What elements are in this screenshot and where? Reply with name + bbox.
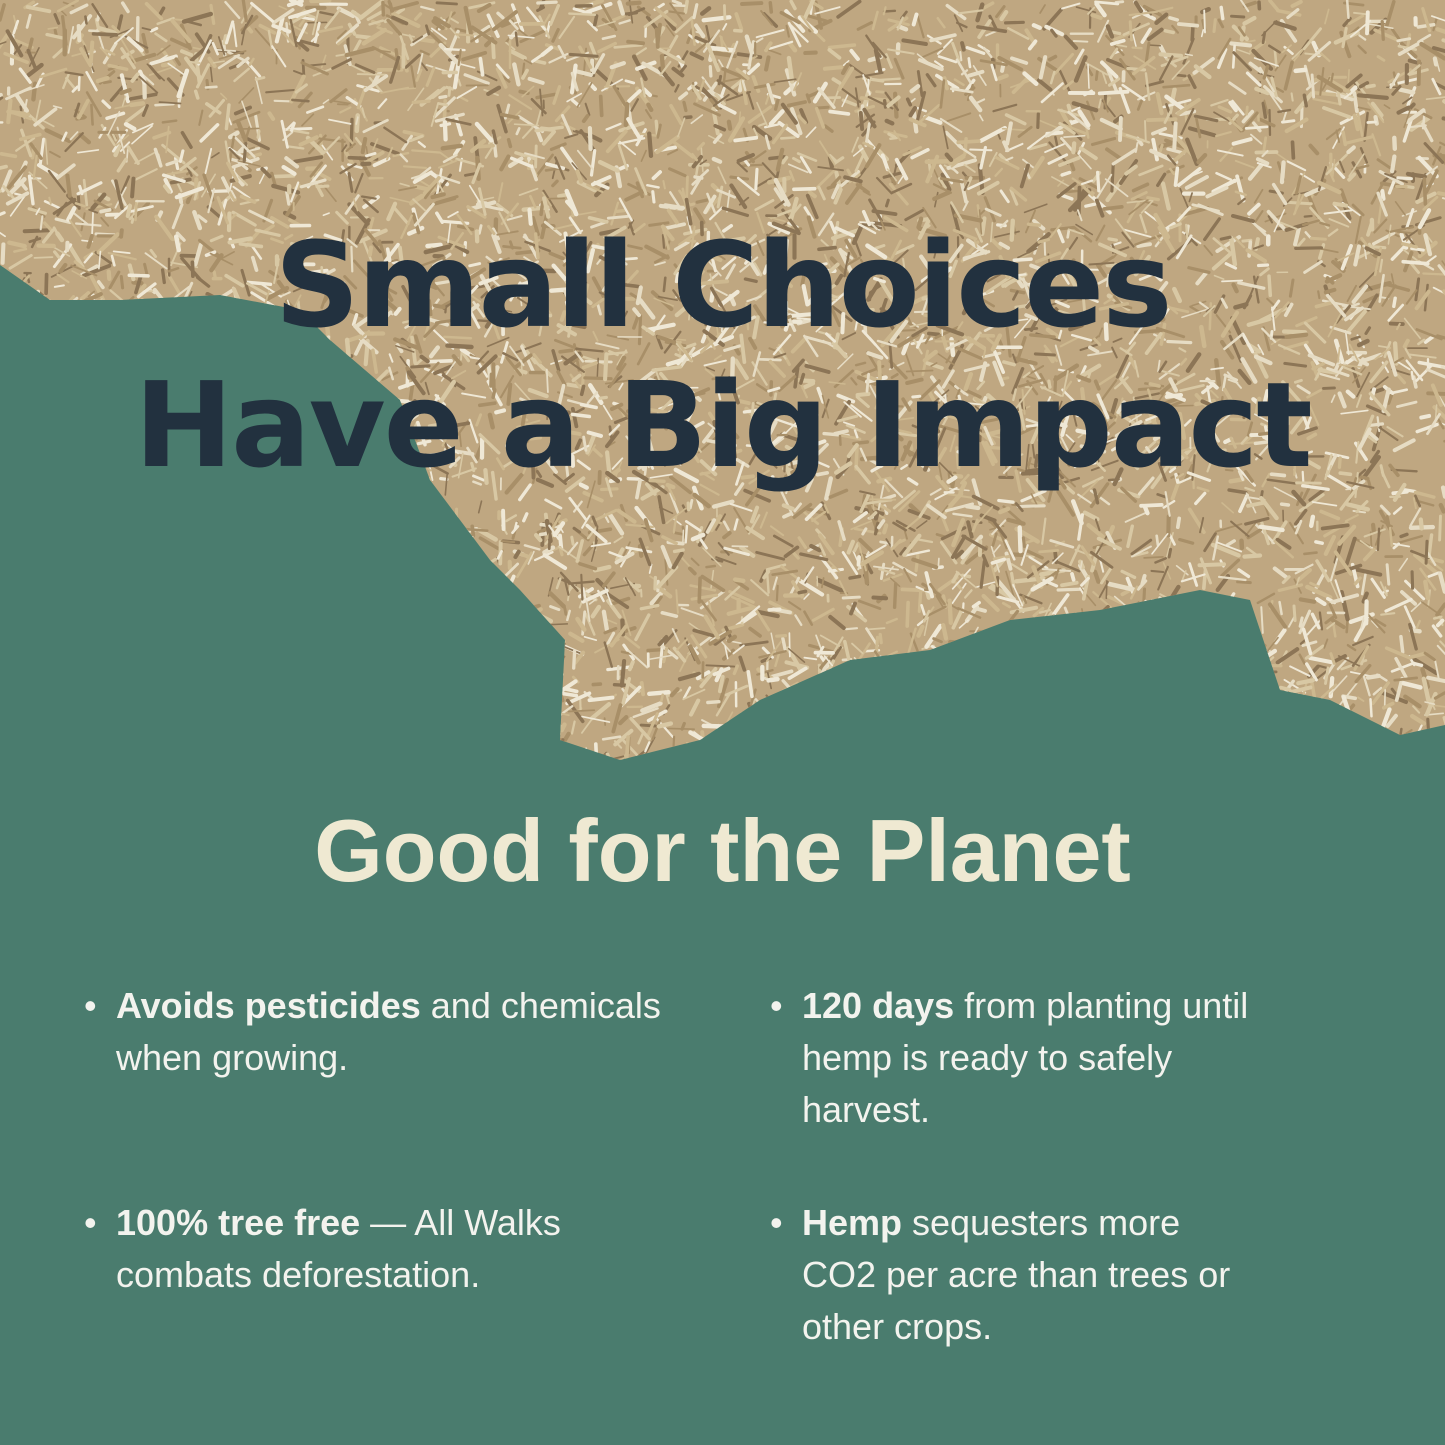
bullet-dot-icon: •	[84, 985, 97, 1026]
headline-line-2: Have a Big Impact	[134, 356, 1312, 494]
bullet-bold: Hemp	[802, 1202, 903, 1243]
bullet-pesticides: • Avoids pesticides and chemicals when g…	[84, 980, 676, 1084]
bullet-text: — All Walks combats deforestation.	[116, 1202, 561, 1295]
bullet-bold: Avoids pesticides	[116, 985, 421, 1026]
bullet-120-days: • 120 days from planting until hemp is r…	[770, 980, 1252, 1136]
bullet-text: and chemicals when growing.	[116, 985, 661, 1078]
bullet-bold: 100% tree free	[116, 1202, 361, 1243]
bullet-text: sequesters more CO2 per acre than trees …	[802, 1202, 1231, 1347]
bullet-dot-icon: •	[770, 985, 783, 1026]
bullet-dot-icon: •	[770, 1202, 783, 1243]
bullet-text: from planting until hemp is ready to saf…	[802, 985, 1249, 1130]
bullet-co2: • Hemp sequesters more CO2 per acre than…	[770, 1197, 1262, 1353]
headline-line-1: Small Choices	[274, 216, 1173, 354]
bullet-bold: 120 days	[802, 985, 955, 1026]
bullet-dot-icon: •	[84, 1202, 97, 1243]
bullet-tree-free: • 100% tree free — All Walks combats def…	[84, 1197, 636, 1301]
subheading: Good for the Planet	[314, 801, 1131, 900]
